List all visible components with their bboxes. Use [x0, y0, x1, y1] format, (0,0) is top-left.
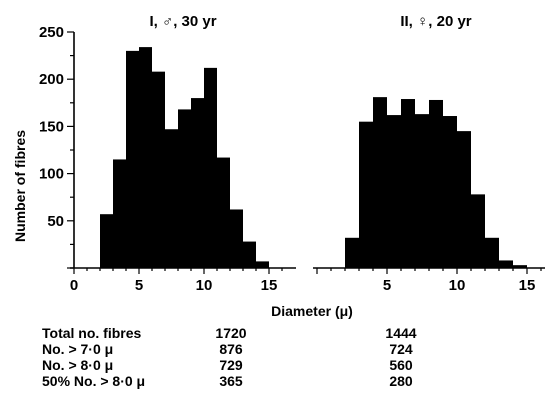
bar-panel2-bin-3 — [359, 121, 373, 269]
bar-panel2-bin-5 — [387, 115, 401, 269]
bar-panel2-bin-7 — [415, 114, 429, 269]
bar-panel1-bin-3 — [113, 159, 126, 268]
bar-panel1-bin-4 — [126, 50, 139, 268]
bar-panel2-bin-2 — [345, 237, 359, 268]
panel-1-x-tick-label: 10 — [196, 277, 213, 294]
bar-panel2-bin-14 — [513, 265, 527, 268]
panel-1-histogram: I, ♂, 30 yr 0 5 10 15 50 100 150 200 250 — [39, 13, 296, 294]
stat-label: No. > 8·0 μ — [42, 357, 114, 373]
stat-value: 280 — [389, 373, 413, 389]
stat-value: 365 — [219, 373, 243, 389]
y-axis-title: Number of fibres — [12, 130, 28, 242]
y-tick-label: 100 — [39, 166, 64, 183]
y-tick-label: 250 — [39, 24, 64, 41]
bar-panel2-bin-6 — [401, 99, 415, 268]
y-tick-label: 200 — [39, 71, 64, 88]
histogram-figure: I, ♂, 30 yr 0 5 10 15 50 100 150 200 250 II, ♀, 2… — [12, 13, 545, 319]
panel-1-x-tick-label: 15 — [261, 277, 278, 294]
bar-panel1-bin-12 — [230, 209, 243, 268]
stat-label: Total no. fibres — [42, 325, 142, 341]
stat-value: 560 — [389, 357, 413, 373]
panel-1-title: I, ♂, 30 yr — [149, 13, 216, 30]
panel-2-histogram: II, ♀, 20 yr 5 10 15 — [313, 13, 545, 294]
stat-row: No. > 8·0 μ 729 560 — [40, 357, 540, 373]
panel-1-x-tick-label: 5 — [135, 277, 143, 294]
bar-panel1-bin-8 — [178, 109, 191, 269]
stat-row: No. > 7·0 μ 876 724 — [40, 341, 540, 357]
bar-panel1-bin-2 — [100, 214, 113, 268]
stat-label: 50% No. > 8·0 μ — [42, 373, 146, 389]
bar-panel2-bin-9 — [443, 116, 457, 269]
stat-value: 876 — [219, 341, 243, 357]
bar-panel1-bin-14 — [256, 261, 269, 268]
panel-2-title: II, ♀, 20 yr — [400, 13, 471, 30]
bar-panel1-bin-6 — [152, 71, 165, 268]
panel-2-x-tick-label: 10 — [449, 277, 466, 294]
stat-value: 724 — [389, 341, 413, 357]
panel-2-x-tick-label: 15 — [519, 277, 536, 294]
bar-panel2-bin-8 — [429, 99, 443, 268]
bar-panel1-bin-7 — [165, 129, 178, 268]
panel-2-x-tick-label: 5 — [383, 277, 391, 294]
stat-row: 50% No. > 8·0 μ 365 280 — [40, 373, 540, 389]
x-axis-title: Diameter (μ) — [271, 303, 353, 319]
y-tick-label: 50 — [47, 213, 64, 230]
bar-panel1-bin-9 — [191, 98, 204, 268]
bar-panel1-bin-11 — [217, 157, 230, 268]
stat-row: Total no. fibres 1720 1444 — [40, 325, 540, 341]
stat-value: 729 — [219, 357, 243, 373]
bar-panel1-bin-5 — [139, 47, 152, 268]
bar-panel2-bin-10 — [457, 131, 471, 268]
stat-label: No. > 7·0 μ — [42, 341, 114, 357]
bar-panel2-bin-11 — [471, 194, 485, 268]
stat-value: 1444 — [385, 325, 417, 341]
bar-panel2-bin-13 — [499, 260, 513, 268]
y-tick-label: 150 — [39, 118, 64, 135]
bar-panel2-bin-4 — [373, 97, 387, 268]
bar-panel1-bin-13 — [243, 241, 256, 268]
bar-panel2-bin-12 — [485, 237, 499, 268]
stat-value: 1720 — [215, 325, 247, 341]
bar-panel1-bin-10 — [204, 67, 217, 268]
panel-1-x-tick-label: 0 — [70, 277, 78, 294]
